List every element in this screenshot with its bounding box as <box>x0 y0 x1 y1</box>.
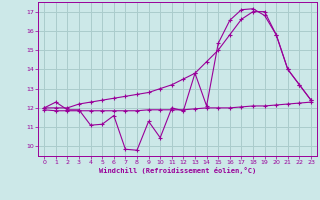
X-axis label: Windchill (Refroidissement éolien,°C): Windchill (Refroidissement éolien,°C) <box>99 167 256 174</box>
